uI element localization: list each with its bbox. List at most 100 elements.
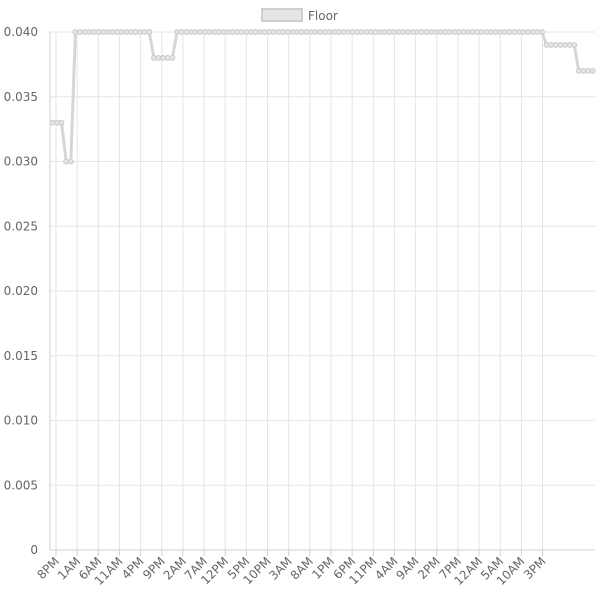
data-point[interactable]	[160, 55, 167, 61]
data-point[interactable]	[81, 29, 88, 35]
data-point[interactable]	[141, 29, 148, 35]
data-point[interactable]	[391, 29, 397, 35]
data-point[interactable]	[229, 29, 236, 35]
legend[interactable]: Floor	[261, 8, 338, 23]
data-point[interactable]	[478, 29, 485, 35]
data-point[interactable]	[381, 29, 388, 35]
data-point[interactable]	[294, 29, 300, 35]
data-point[interactable]	[174, 29, 180, 35]
data-point[interactable]	[511, 29, 518, 35]
data-point[interactable]	[340, 29, 347, 35]
data-point[interactable]	[520, 29, 527, 35]
data-point[interactable]	[538, 29, 545, 35]
data-point[interactable]	[534, 29, 541, 35]
data-point[interactable]	[349, 29, 356, 35]
data-point[interactable]	[280, 29, 287, 35]
data-point[interactable]	[303, 29, 310, 35]
data-point[interactable]	[54, 119, 60, 126]
data-point[interactable]	[169, 55, 176, 61]
data-point[interactable]	[215, 29, 222, 35]
data-point[interactable]	[321, 29, 328, 35]
data-point[interactable]	[377, 29, 384, 35]
data-point[interactable]	[243, 29, 250, 35]
data-point[interactable]	[155, 55, 162, 61]
data-point[interactable]	[146, 29, 153, 35]
data-point[interactable]	[137, 29, 143, 35]
data-point[interactable]	[358, 29, 365, 35]
data-point[interactable]	[132, 29, 139, 35]
data-point[interactable]	[418, 29, 425, 35]
data-point[interactable]	[331, 29, 337, 35]
data-point[interactable]	[585, 67, 591, 74]
data-point[interactable]	[266, 29, 273, 35]
data-point[interactable]	[86, 29, 93, 35]
data-point[interactable]	[502, 29, 508, 35]
data-point[interactable]	[187, 29, 194, 35]
data-point[interactable]	[451, 29, 458, 35]
data-point[interactable]	[492, 29, 499, 35]
data-point[interactable]	[206, 29, 213, 35]
data-point[interactable]	[488, 29, 494, 35]
data-point[interactable]	[118, 29, 125, 35]
data-point[interactable]	[465, 29, 471, 35]
data-point[interactable]	[308, 29, 314, 35]
data-point[interactable]	[354, 29, 361, 35]
data-point[interactable]	[460, 29, 467, 35]
data-point[interactable]	[252, 29, 259, 35]
data-point[interactable]	[589, 67, 596, 74]
data-point[interactable]	[67, 158, 74, 165]
data-point[interactable]	[127, 29, 134, 35]
data-point[interactable]	[261, 29, 268, 35]
data-point[interactable]	[197, 29, 204, 35]
data-point[interactable]	[414, 29, 421, 35]
data-point[interactable]	[515, 29, 522, 35]
data-point[interactable]	[423, 29, 430, 35]
data-point[interactable]	[238, 29, 245, 35]
data-point[interactable]	[557, 42, 564, 48]
data-point[interactable]	[575, 67, 582, 74]
data-point[interactable]	[201, 29, 208, 35]
data-point[interactable]	[284, 29, 291, 35]
data-point[interactable]	[372, 29, 379, 35]
data-point[interactable]	[100, 29, 107, 35]
data-point[interactable]	[437, 29, 444, 35]
data-point[interactable]	[183, 29, 190, 35]
data-point[interactable]	[178, 29, 185, 35]
data-point[interactable]	[543, 42, 550, 48]
data-point[interactable]	[109, 29, 116, 35]
data-point[interactable]	[497, 29, 504, 35]
data-point[interactable]	[248, 29, 254, 35]
legend-swatch-floor[interactable]	[261, 8, 303, 22]
data-point[interactable]	[72, 29, 79, 35]
data-point[interactable]	[289, 29, 296, 35]
data-point[interactable]	[326, 29, 333, 35]
data-point[interactable]	[257, 29, 264, 35]
data-point[interactable]	[123, 29, 130, 35]
data-point[interactable]	[529, 29, 536, 35]
data-point[interactable]	[483, 29, 490, 35]
data-point[interactable]	[432, 29, 439, 35]
data-point[interactable]	[95, 29, 102, 35]
data-point[interactable]	[400, 29, 407, 35]
data-point[interactable]	[49, 119, 56, 126]
data-point[interactable]	[552, 42, 559, 48]
data-point[interactable]	[469, 29, 476, 35]
data-point[interactable]	[90, 29, 97, 35]
data-point[interactable]	[405, 29, 411, 35]
data-point[interactable]	[506, 29, 513, 35]
data-point[interactable]	[446, 29, 453, 35]
data-point[interactable]	[220, 29, 227, 35]
data-point[interactable]	[317, 29, 324, 35]
data-point[interactable]	[211, 29, 217, 35]
data-point[interactable]	[271, 29, 277, 35]
data-point[interactable]	[409, 29, 416, 35]
data-point[interactable]	[345, 29, 351, 35]
data-point[interactable]	[428, 29, 434, 35]
data-point[interactable]	[566, 42, 573, 48]
data-point[interactable]	[455, 29, 462, 35]
data-point[interactable]	[192, 29, 199, 35]
data-point[interactable]	[224, 29, 231, 35]
data-point[interactable]	[58, 119, 65, 126]
data-point[interactable]	[562, 42, 568, 48]
data-point[interactable]	[474, 29, 481, 35]
